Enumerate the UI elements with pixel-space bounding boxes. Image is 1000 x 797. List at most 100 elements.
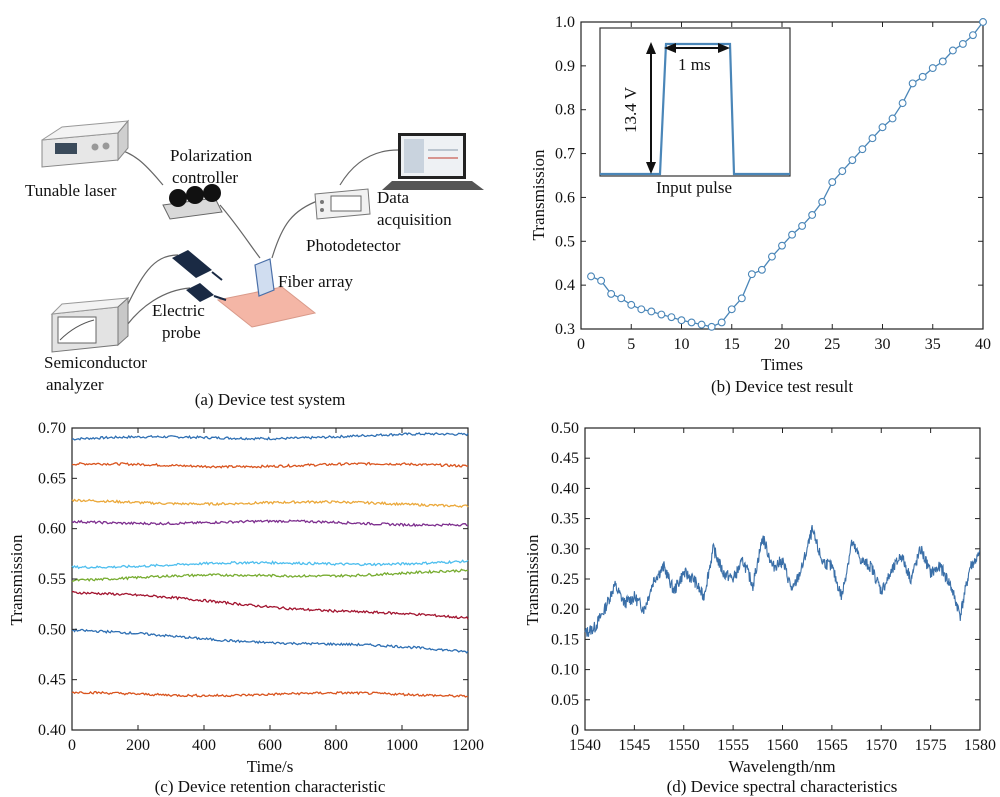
data-point <box>627 300 636 309</box>
x-tick-label: 1555 <box>717 737 749 754</box>
x-tick-label: 1575 <box>915 737 947 754</box>
y-tick-label: 0.10 <box>551 662 579 679</box>
data-point <box>958 39 967 48</box>
x-tick-label: 25 <box>824 336 840 353</box>
x-tick-label: 30 <box>875 336 891 353</box>
x-tick-label: 15 <box>724 336 740 353</box>
cable-daq <box>339 149 399 186</box>
label-probe-2: probe <box>162 323 201 342</box>
x-tick-label: 1565 <box>816 737 848 754</box>
data-point <box>798 221 807 230</box>
ticks-b: 0 5 10 15 20 25 30 35 40 0.3 0.4 0.5 0.6 0.7 0.8 0.9 1.0 <box>555 14 991 353</box>
x-tick-label: 40 <box>975 336 991 353</box>
x-tick-label: 600 <box>258 737 282 754</box>
inset-frame <box>599 27 791 177</box>
data-point <box>778 241 786 250</box>
series-line-9 <box>71 690 469 698</box>
data-point <box>979 18 987 26</box>
data-point <box>607 289 616 298</box>
series-line-3 <box>71 498 469 508</box>
ticks-c: 0 200 400 600 800 1000 1200 0.40 0.45 0.50 0.55 0.6… <box>38 420 484 754</box>
y-tick-label: 0.5 <box>555 233 575 250</box>
data-point <box>597 276 606 285</box>
panel-c-chart: 0 200 400 600 800 1000 1200 0.40 0.45 0.50 0.55 0.6… <box>7 420 484 796</box>
x-tick-label: 1570 <box>865 737 897 754</box>
data-point <box>948 46 957 55</box>
data-point <box>828 178 837 187</box>
data-point <box>617 294 626 303</box>
y-tick-label: 0.8 <box>555 102 575 119</box>
data-point <box>747 270 756 279</box>
data-point <box>587 272 595 281</box>
y-tick-label: 0.45 <box>38 672 66 689</box>
series-line-7 <box>71 590 469 620</box>
label-daq-2: acquisition <box>377 210 452 229</box>
data-point <box>717 318 726 327</box>
data-point <box>818 197 827 206</box>
label-fiber-array: Fiber array <box>278 272 354 291</box>
y-tick-label: 0.05 <box>551 692 579 709</box>
plot-frame-c <box>71 427 469 731</box>
x-tick-label: 0 <box>68 737 76 754</box>
x-tick-label: 1545 <box>618 737 650 754</box>
series-line-2 <box>71 461 469 469</box>
data-point <box>898 99 907 108</box>
photodetector-icon <box>314 188 371 220</box>
panel-d-chart: 1540 1545 1550 1555 1560 1565 1570 1575 1580 0 0.0… <box>523 420 996 796</box>
x-tick-label: 1540 <box>569 737 601 754</box>
series-lines-c <box>71 432 469 698</box>
data-point <box>727 305 736 314</box>
data-point <box>838 167 847 176</box>
cable-detector <box>271 199 321 259</box>
ylabel-d: Transmission <box>523 534 542 626</box>
ylabel-b: Transmission <box>529 149 548 241</box>
y-tick-label: 0.35 <box>551 511 579 528</box>
y-tick-label: 0.45 <box>551 450 579 467</box>
data-point <box>677 316 686 325</box>
xlabel-d: Wavelength/nm <box>728 757 835 776</box>
data-point <box>938 57 947 66</box>
x-tick-label: 800 <box>324 737 348 754</box>
inset-caption: Input pulse <box>656 178 732 197</box>
caption-b: (b) Device test result <box>711 377 853 396</box>
y-tick-label: 0.9 <box>555 58 575 75</box>
y-tick-label: 0.6 <box>555 189 575 206</box>
y-tick-label: 0.7 <box>555 146 575 163</box>
xlabel-c: Time/s <box>247 757 294 776</box>
y-tick-label: 0.65 <box>38 470 66 487</box>
x-tick-label: 1560 <box>767 737 799 754</box>
series-points-b <box>587 18 987 331</box>
label-polarization-1: Polarization <box>170 146 253 165</box>
caption-c: (c) Device retention characteristic <box>155 777 386 796</box>
arrow-head-left <box>664 43 676 53</box>
y-tick-label: 0.30 <box>551 541 579 558</box>
caption-a: (a) Device test system <box>195 390 346 409</box>
y-tick-label: 0.15 <box>551 631 579 648</box>
inset-width-label: 1 ms <box>678 55 711 74</box>
y-tick-label: 0.40 <box>551 480 579 497</box>
data-point <box>968 31 977 40</box>
y-tick-label: 0.50 <box>38 621 66 638</box>
series-line-6 <box>71 568 469 583</box>
arrow-head-right <box>718 43 730 53</box>
x-tick-label: 1000 <box>386 737 418 754</box>
y-tick-label: 0.70 <box>38 420 66 437</box>
arrow-head-down <box>646 162 656 174</box>
x-tick-label: 1580 <box>964 737 996 754</box>
laptop-icon <box>382 133 484 190</box>
data-point <box>878 123 887 132</box>
label-analyzer-2: analyzer <box>46 375 104 394</box>
xlabel-b: Times <box>761 355 803 374</box>
data-point <box>767 252 776 261</box>
y-tick-label: 0 <box>571 722 579 739</box>
data-point <box>788 230 796 239</box>
data-point <box>687 318 696 327</box>
data-point <box>918 72 927 81</box>
series-line-b <box>590 21 984 328</box>
y-tick-label: 0.55 <box>38 571 66 588</box>
y-tick-label: 0.50 <box>551 420 579 437</box>
series-line-d <box>584 524 981 637</box>
data-point <box>757 265 766 274</box>
x-tick-label: 20 <box>774 336 790 353</box>
